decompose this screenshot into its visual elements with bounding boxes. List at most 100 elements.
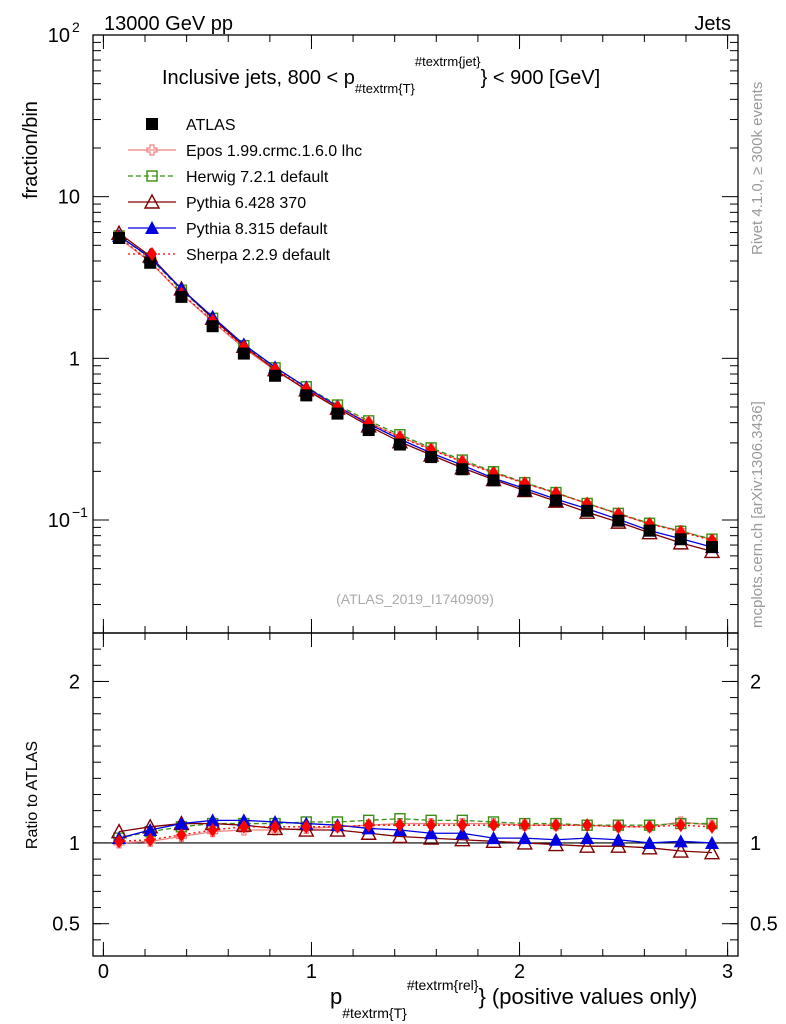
data-point bbox=[487, 474, 500, 487]
data-point bbox=[237, 347, 250, 360]
data-point bbox=[643, 524, 656, 537]
data-point bbox=[362, 424, 375, 437]
ratio-point-4 bbox=[644, 819, 655, 834]
header-observable: Jets bbox=[694, 13, 731, 35]
ratio-point-4 bbox=[675, 818, 686, 833]
plot-title-tail: } < 900 [GeV] bbox=[481, 67, 601, 89]
ratio-point-3 bbox=[548, 832, 563, 846]
ratio-point-4 bbox=[145, 832, 156, 847]
legend-marker-1 bbox=[146, 170, 158, 182]
ratio-point-3 bbox=[673, 834, 688, 848]
legend-marker-2 bbox=[143, 193, 161, 209]
y-tick-label: 1 bbox=[69, 348, 80, 370]
legend-label-2: Pythia 6.428 370 bbox=[186, 195, 306, 212]
ratio-point-4 bbox=[238, 819, 249, 834]
plot-title-sup: #textrm{jet} bbox=[415, 54, 481, 69]
ratio-line-4 bbox=[118, 824, 713, 842]
ratio-point-4 bbox=[582, 818, 593, 833]
ratio-point-4 bbox=[394, 818, 405, 833]
x-axis-label-tail: } (positive values only) bbox=[478, 984, 697, 1009]
analysis-watermark: (ATLAS_2019_I1740909) bbox=[336, 591, 494, 607]
ratio-point-4 bbox=[270, 819, 281, 834]
legend-label-3: Pythia 8.315 default bbox=[186, 221, 328, 238]
ratio-point-4 bbox=[613, 819, 624, 834]
ratio-tick-label: 1 bbox=[69, 833, 80, 855]
plot-title: Inclusive jets, 800 < p#textrm{T} #textrm… bbox=[162, 54, 600, 96]
legend-label-4: Sherpa 2.2.9 default bbox=[186, 247, 331, 264]
x-axis-label-main: p bbox=[330, 984, 342, 1009]
data-point bbox=[425, 451, 438, 464]
data-point bbox=[549, 494, 562, 507]
ratio-point-3 bbox=[611, 832, 626, 846]
side-label-rivet: Rivet 4.1.0, ≥ 300k events bbox=[749, 82, 766, 255]
legend-marker-3 bbox=[145, 221, 159, 234]
y-tick-exponent: 2 bbox=[72, 19, 80, 35]
data-point bbox=[300, 389, 313, 402]
ratio-tick-label-right: 1 bbox=[750, 833, 761, 855]
y-tick-exponent: −1 bbox=[72, 504, 88, 520]
ratio-axis-label: Ratio to ATLAS bbox=[24, 741, 41, 849]
ratio-point-3 bbox=[455, 826, 470, 840]
x-tick-label: 3 bbox=[722, 961, 733, 983]
ratio-point-4 bbox=[301, 819, 312, 834]
legend-label-0: Epos 1.99.crmc.1.6.0 lhc bbox=[186, 143, 362, 160]
ratio-point-3 bbox=[642, 835, 657, 849]
y-tick-label: 10 bbox=[48, 510, 70, 532]
ratio-point-2 bbox=[578, 837, 596, 853]
ratio-point-4 bbox=[457, 818, 468, 833]
data-point bbox=[144, 256, 157, 269]
data-point bbox=[269, 369, 282, 382]
data-point bbox=[175, 290, 188, 303]
ratio-point-3 bbox=[205, 813, 220, 827]
legend-marker-0-shape bbox=[146, 144, 158, 156]
ratio-point-3 bbox=[704, 835, 719, 849]
ratio-point-4 bbox=[114, 834, 125, 849]
plot-title-main: Inclusive jets, 800 < p bbox=[162, 67, 355, 89]
ratio-point-3 bbox=[486, 831, 501, 845]
series-line-1 bbox=[118, 235, 713, 540]
side-label-mcplots: mcplots.cern.ch [arXiv:1306.3436] bbox=[749, 401, 766, 628]
data-point bbox=[456, 463, 469, 476]
data-point bbox=[206, 320, 219, 333]
series-line-4 bbox=[118, 236, 713, 542]
data-point bbox=[331, 407, 344, 420]
legend-label-1: Herwig 7.2.1 default bbox=[186, 169, 329, 186]
ratio-point-3 bbox=[174, 816, 189, 830]
plot-title-sub: #textrm{T} bbox=[355, 81, 416, 96]
ratio-point-4 bbox=[426, 818, 437, 833]
data-point bbox=[705, 541, 718, 554]
ratio-point-2 bbox=[672, 842, 689, 858]
legend-marker-4 bbox=[147, 247, 157, 261]
ratio-point-3 bbox=[424, 826, 439, 840]
legend-marker-data bbox=[146, 118, 158, 130]
y-tick-label: 10 bbox=[58, 187, 80, 209]
x-tick-label: 1 bbox=[306, 961, 317, 983]
ratio-plot-frame bbox=[92, 632, 739, 957]
ratio-point-4 bbox=[550, 818, 561, 833]
ratio-line-3 bbox=[118, 819, 713, 844]
x-axis-label-sub: #textrm{T} bbox=[342, 1005, 407, 1021]
data-point bbox=[581, 504, 594, 517]
ratio-tick-label-right: 0.5 bbox=[750, 914, 778, 936]
ratio-point-3 bbox=[580, 831, 595, 845]
ratio-point-4 bbox=[488, 818, 499, 833]
legend-label-data: ATLAS bbox=[186, 117, 236, 134]
ratio-point-4 bbox=[176, 827, 187, 842]
ratio-tick-label: 2 bbox=[69, 671, 80, 693]
x-tick-label: 2 bbox=[514, 961, 525, 983]
x-axis-label: p#textrm{T}#textrm{rel}} (positive value… bbox=[330, 977, 697, 1021]
data-point bbox=[393, 438, 406, 451]
ratio-tick-label-right: 2 bbox=[750, 671, 761, 693]
x-axis-label-sup: #textrm{rel} bbox=[407, 977, 479, 993]
data-point bbox=[518, 484, 531, 497]
y-axis-label: fraction/bin bbox=[20, 101, 42, 199]
ratio-point-4 bbox=[519, 818, 530, 833]
data-point bbox=[113, 232, 126, 245]
series-line-3 bbox=[118, 235, 713, 548]
data-point bbox=[674, 533, 687, 546]
ratio-tick-label: 0.5 bbox=[52, 914, 80, 936]
x-tick-label: 0 bbox=[98, 961, 109, 983]
ratio-point-2 bbox=[703, 844, 721, 860]
legend-marker-0 bbox=[146, 144, 158, 156]
